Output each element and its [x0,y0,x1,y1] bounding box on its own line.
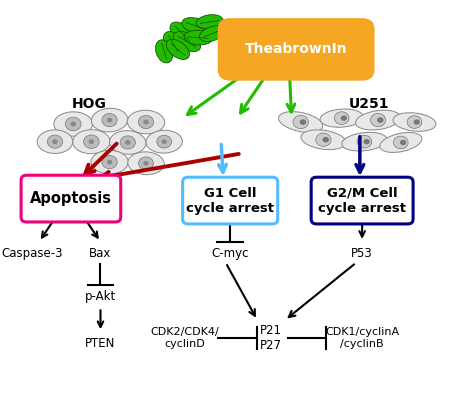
Ellipse shape [91,151,128,174]
Text: Caspase-3: Caspase-3 [1,247,63,260]
Circle shape [102,113,117,127]
Ellipse shape [109,130,146,154]
Text: HOG: HOG [72,97,107,111]
Ellipse shape [393,113,436,131]
Ellipse shape [356,110,401,130]
Ellipse shape [128,110,164,134]
Circle shape [322,137,329,143]
Circle shape [400,140,406,145]
Ellipse shape [155,40,173,63]
Circle shape [107,160,112,164]
Text: P53: P53 [351,247,373,260]
Circle shape [316,133,331,146]
Ellipse shape [182,18,210,34]
Ellipse shape [170,22,195,45]
Ellipse shape [342,133,387,151]
Circle shape [120,136,136,149]
Circle shape [143,161,149,166]
Ellipse shape [184,30,213,45]
FancyBboxPatch shape [311,177,413,224]
Text: CDK1/cyclinA
/cyclinB: CDK1/cyclinA /cyclinB [325,327,399,349]
Circle shape [102,155,117,169]
FancyBboxPatch shape [219,19,374,80]
Ellipse shape [163,31,183,56]
FancyBboxPatch shape [21,175,121,222]
Circle shape [341,115,347,121]
Circle shape [138,157,154,170]
Circle shape [377,117,383,123]
Ellipse shape [146,130,182,153]
Text: G1 Cell
cycle arrest: G1 Cell cycle arrest [186,187,274,215]
Ellipse shape [200,26,224,42]
Ellipse shape [73,130,110,154]
Ellipse shape [320,109,363,127]
Ellipse shape [91,108,128,132]
Text: TheabrownIn: TheabrownIn [245,43,347,56]
Ellipse shape [128,152,164,175]
Circle shape [364,139,370,144]
Circle shape [83,135,99,148]
Circle shape [125,140,130,145]
Circle shape [52,139,58,144]
Circle shape [89,139,94,144]
Circle shape [65,117,81,131]
Circle shape [393,136,408,149]
Circle shape [407,116,422,128]
Ellipse shape [196,15,223,29]
Text: C-myc: C-myc [211,247,249,260]
Circle shape [293,115,309,129]
FancyBboxPatch shape [182,177,278,224]
Circle shape [107,118,112,122]
Circle shape [370,113,386,127]
Ellipse shape [301,130,346,150]
Circle shape [143,120,149,124]
Text: P21
P27: P21 P27 [260,324,282,352]
Text: Bax: Bax [89,247,112,260]
Ellipse shape [54,112,92,136]
Text: G2/M Cell
cycle arrest: G2/M Cell cycle arrest [318,187,406,215]
Circle shape [334,112,349,124]
Text: p-Akt: p-Akt [85,290,116,303]
Circle shape [357,135,372,148]
Circle shape [300,119,306,125]
Circle shape [157,135,172,148]
Text: Apoptosis: Apoptosis [30,191,112,206]
Circle shape [138,115,154,129]
Ellipse shape [37,130,73,153]
Circle shape [70,121,76,126]
Text: PTEN: PTEN [85,337,116,351]
Circle shape [162,139,167,144]
Ellipse shape [166,39,190,59]
Text: CDK2/CDK4/
cyclinD: CDK2/CDK4/ cyclinD [150,327,219,349]
Circle shape [414,119,420,125]
Ellipse shape [279,112,323,133]
Ellipse shape [173,31,201,52]
Ellipse shape [380,133,422,153]
Circle shape [47,135,63,148]
Text: U251: U251 [349,97,389,111]
